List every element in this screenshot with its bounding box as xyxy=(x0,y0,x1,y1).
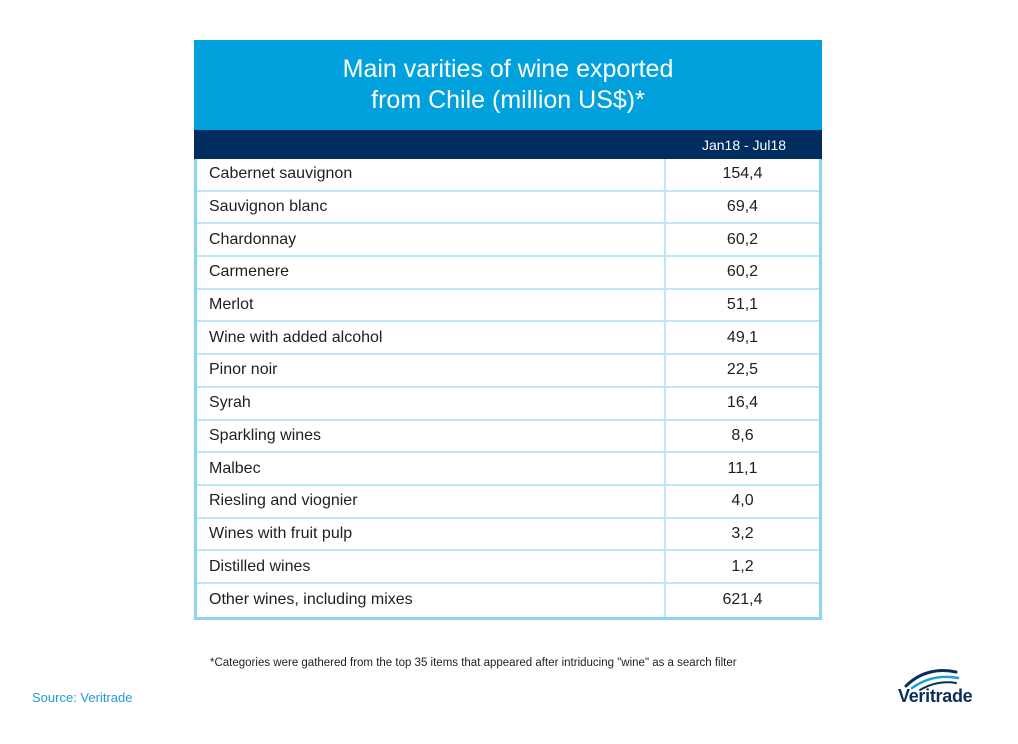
logo-text: Veritrade xyxy=(898,686,973,706)
row-label: Sparkling wines xyxy=(209,426,322,444)
row-value: 8,6 xyxy=(664,420,819,452)
veritrade-swoosh-icon xyxy=(904,669,960,691)
row-label: Wine with added alcohol xyxy=(209,328,383,346)
table-row: Wine with added alcohol 49,1 xyxy=(197,322,819,356)
row-label: Syrah xyxy=(209,394,251,412)
table-body: Cabernet sauvignon 154,4 Sauvignon blanc 69… xyxy=(194,159,822,620)
row-value: 49,1 xyxy=(664,322,819,354)
table-row: Wines with fruit pulp 3,2 xyxy=(197,518,819,552)
table-title: Main varities of wine exported from Chil… xyxy=(194,40,822,130)
table-row: Chardonnay 60,2 xyxy=(197,224,819,258)
row-value: 16,4 xyxy=(664,387,819,419)
row-label: Riesling and viognier xyxy=(209,492,358,510)
row-label: Chardonnay xyxy=(209,230,297,248)
veritrade-logo: Veritrade xyxy=(898,666,990,716)
table-row: Syrah 16,4 xyxy=(197,387,819,421)
table-row: Pinor noir 22,5 xyxy=(197,355,819,388)
row-label: Cabernet sauvignon xyxy=(209,165,353,183)
row-value: 3,2 xyxy=(664,518,819,550)
row-value: 60,2 xyxy=(664,257,819,288)
table-row: Other wines, including mixes 621,4 xyxy=(197,583,819,617)
row-value: 69,4 xyxy=(664,191,819,223)
row-value: 621,4 xyxy=(664,583,819,617)
row-value: 11,1 xyxy=(664,453,819,484)
row-value: 51,1 xyxy=(664,289,819,321)
table-title-line-1: Main varities of wine exported xyxy=(342,55,674,83)
table-row: Merlot 51,1 xyxy=(197,289,819,323)
table-row: Cabernet sauvignon 154,4 xyxy=(197,159,819,192)
table-title-line-2: from Chile (million US$)* xyxy=(371,86,645,114)
row-label: Merlot xyxy=(209,296,254,314)
wine-export-table: Main varities of wine exported from Chil… xyxy=(194,40,822,620)
row-label: Carmenere xyxy=(209,263,290,281)
row-label: Malbec xyxy=(209,459,261,477)
table-row: Riesling and viognier 4,0 xyxy=(197,485,819,519)
row-label: Sauvignon blanc xyxy=(209,198,328,216)
row-value: 154,4 xyxy=(664,159,819,190)
table-header: Jan18 - Jul18 xyxy=(194,130,822,159)
table-row: Sparkling wines 8,6 xyxy=(197,420,819,454)
table-row: Distilled wines 1,2 xyxy=(197,551,819,584)
row-value: 4,0 xyxy=(664,485,819,517)
table-row: Sauvignon blanc 69,4 xyxy=(197,191,819,225)
table-row: Malbec 11,1 xyxy=(197,453,819,486)
row-label: Pinor noir xyxy=(209,361,278,379)
footnote: *Categories were gathered from the top 3… xyxy=(210,657,737,669)
row-label: Wines with fruit pulp xyxy=(209,524,353,542)
table-row: Carmenere 60,2 xyxy=(197,257,819,290)
column-header-period: Jan18 - Jul18 xyxy=(701,136,787,153)
row-value: 22,5 xyxy=(664,355,819,386)
row-label: Distilled wines xyxy=(209,557,311,575)
row-value: 60,2 xyxy=(664,224,819,256)
row-value: 1,2 xyxy=(664,551,819,582)
source-label: Source: Veritrade xyxy=(32,690,133,705)
row-label: Other wines, including mixes xyxy=(209,591,413,609)
